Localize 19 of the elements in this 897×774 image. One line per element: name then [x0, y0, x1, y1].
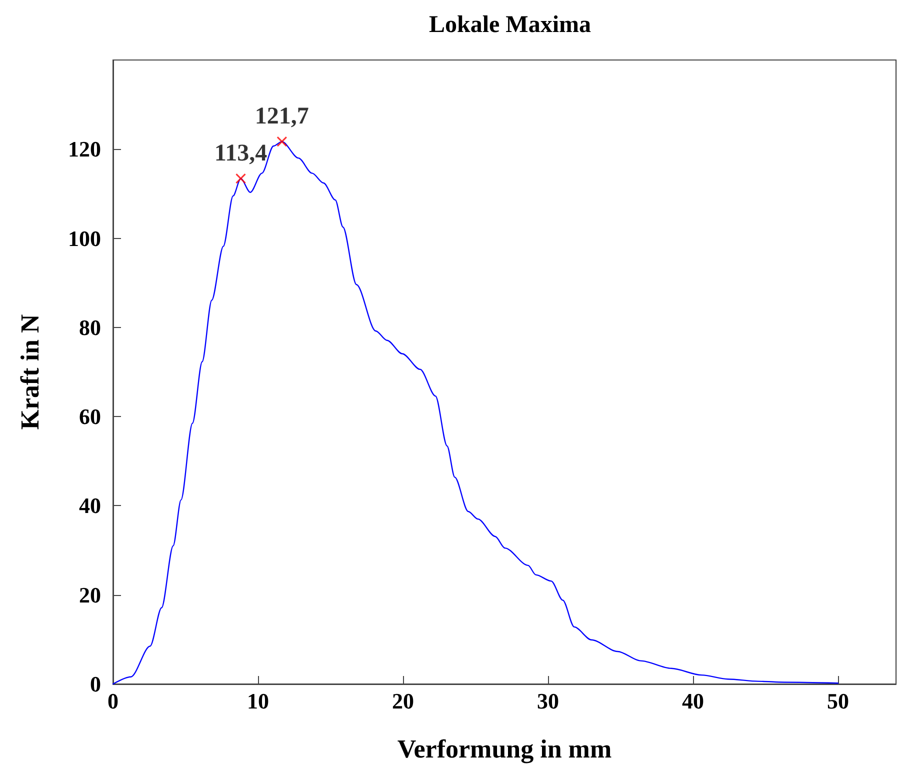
x-tick-label: 50 [827, 688, 849, 714]
data-label: 113,4 [214, 140, 268, 167]
y-tick-label: 80 [79, 314, 101, 340]
x-tick-label: 10 [247, 688, 269, 714]
y-tick-label: 60 [79, 404, 101, 430]
y-tick-label: 120 [68, 136, 101, 162]
x-tick-label: 20 [392, 688, 414, 714]
y-tick-label: 40 [79, 493, 101, 518]
x-axis-title: Verformung in mm [397, 734, 612, 764]
line-series [112, 140, 839, 685]
x-tick-label: 0 [108, 688, 118, 714]
y-axis-title: Kraft in N [16, 314, 44, 430]
x-tick-label: 30 [537, 688, 559, 714]
y-tick-label: 0 [90, 672, 101, 696]
chart-title: Lokale Maxima [429, 12, 591, 38]
y-tick-label: 100 [68, 226, 101, 251]
y-tick-label: 20 [79, 582, 101, 608]
data-label: 121,7 [254, 104, 309, 130]
x-tick-label: 40 [682, 688, 704, 714]
